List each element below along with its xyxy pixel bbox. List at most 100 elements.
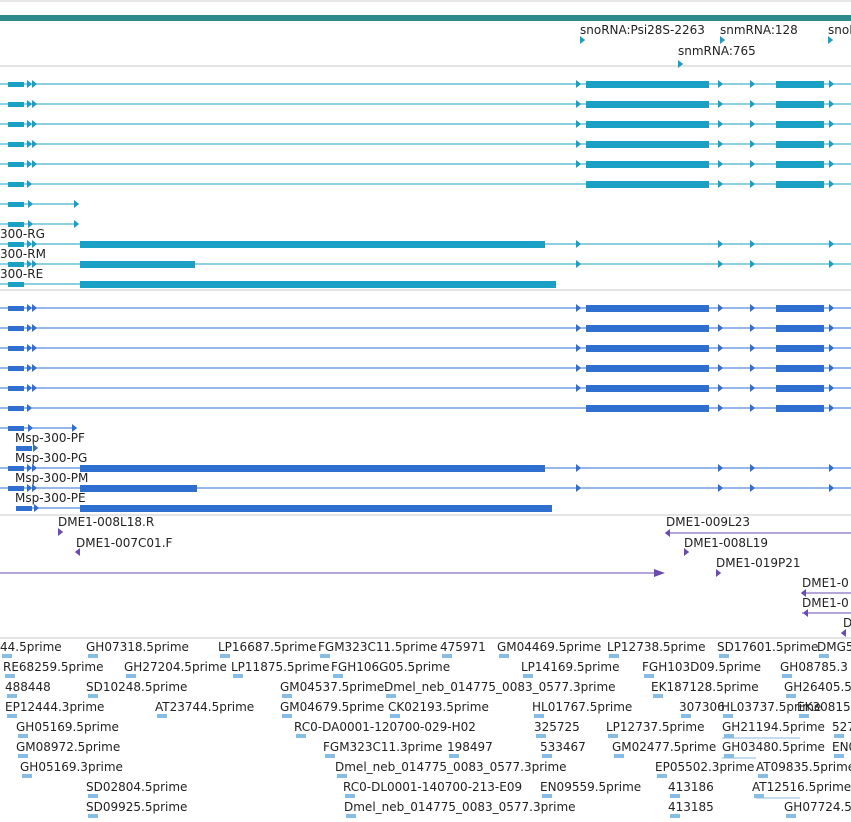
est-feature[interactable] [18,734,28,738]
est-feature[interactable] [2,654,12,658]
exon-block[interactable] [776,325,824,332]
exon-block[interactable] [8,142,24,147]
est-feature[interactable] [786,694,796,698]
est-feature[interactable] [88,654,98,658]
exon-block[interactable] [8,282,24,287]
exon-block[interactable] [586,161,709,168]
est-feature[interactable] [681,714,691,718]
exon-block[interactable] [8,122,24,127]
exon-block[interactable] [80,505,552,512]
est-feature[interactable] [799,714,809,718]
exon-block[interactable] [586,385,709,392]
exon-block[interactable] [586,101,709,108]
est-feature[interactable] [523,674,533,678]
exon-block[interactable] [776,141,824,148]
est-feature[interactable] [542,794,552,798]
est-feature[interactable] [325,754,335,758]
est-feature[interactable] [88,794,98,798]
est-feature[interactable] [157,714,167,718]
est-feature[interactable] [723,714,733,718]
est-feature[interactable] [608,734,618,738]
est-feature[interactable] [345,794,355,798]
exon-block[interactable] [776,365,824,372]
exon-block[interactable] [8,486,24,491]
exon-block[interactable] [8,386,24,391]
est-feature[interactable] [653,694,663,698]
exon-block[interactable] [8,366,24,371]
exon-block[interactable] [586,141,709,148]
est-feature[interactable] [449,754,459,758]
est-feature[interactable] [126,674,136,678]
exon-block[interactable] [776,121,824,128]
exon-block[interactable] [8,202,24,207]
est-feature[interactable] [386,694,396,698]
est-feature[interactable] [282,694,292,698]
exon-block[interactable] [80,261,195,268]
est-feature[interactable] [534,714,544,718]
exon-block[interactable] [8,406,24,411]
exon-block[interactable] [776,181,824,188]
est-feature[interactable] [5,674,15,678]
est-feature[interactable] [499,654,509,658]
est-feature[interactable] [18,754,28,758]
exon-block[interactable] [586,405,709,412]
est-feature[interactable] [782,674,792,678]
exon-block[interactable] [8,326,24,331]
est-feature[interactable] [724,734,734,738]
est-feature[interactable] [754,794,764,798]
est-feature[interactable] [670,794,680,798]
exon-block[interactable] [586,305,709,312]
est-feature[interactable] [346,814,356,818]
exon-block[interactable] [8,306,24,311]
exon-block[interactable] [776,345,824,352]
est-feature[interactable] [758,774,768,778]
est-feature[interactable] [296,734,306,738]
est-feature[interactable] [337,774,347,778]
est-feature[interactable] [614,754,624,758]
exon-block[interactable] [776,305,824,312]
est-feature[interactable] [834,734,844,738]
exon-block[interactable] [586,181,709,188]
est-feature[interactable] [7,694,17,698]
est-feature[interactable] [233,674,243,678]
est-feature[interactable] [609,654,619,658]
exon-block[interactable] [586,121,709,128]
est-feature[interactable] [7,714,17,718]
exon-block[interactable] [586,325,709,332]
exon-block[interactable] [16,446,32,451]
est-feature[interactable] [834,754,844,758]
est-feature[interactable] [644,674,654,678]
exon-block[interactable] [8,182,24,187]
exon-block[interactable] [8,426,24,431]
exon-block[interactable] [586,345,709,352]
est-feature[interactable] [442,654,452,658]
est-feature[interactable] [320,654,330,658]
est-feature[interactable] [724,754,734,758]
exon-block[interactable] [586,365,709,372]
exon-block[interactable] [8,102,24,107]
est-feature[interactable] [282,714,292,718]
est-feature[interactable] [536,734,546,738]
est-feature[interactable] [719,654,729,658]
exon-block[interactable] [8,242,24,247]
exon-block[interactable] [8,466,24,471]
est-feature[interactable] [542,754,552,758]
exon-block[interactable] [80,465,545,472]
est-feature[interactable] [22,774,32,778]
gene-span-bar[interactable] [0,15,851,21]
est-feature[interactable] [333,674,343,678]
exon-block[interactable] [776,81,824,88]
est-feature[interactable] [88,814,98,818]
exon-block[interactable] [776,405,824,412]
exon-block[interactable] [80,241,545,248]
est-feature[interactable] [88,694,98,698]
exon-block[interactable] [16,506,32,511]
exon-block[interactable] [586,81,709,88]
exon-block[interactable] [80,485,197,492]
exon-block[interactable] [776,385,824,392]
exon-block[interactable] [8,82,24,87]
est-feature[interactable] [786,814,796,818]
est-feature[interactable] [819,654,829,658]
exon-block[interactable] [80,281,556,288]
exon-block[interactable] [8,222,24,227]
